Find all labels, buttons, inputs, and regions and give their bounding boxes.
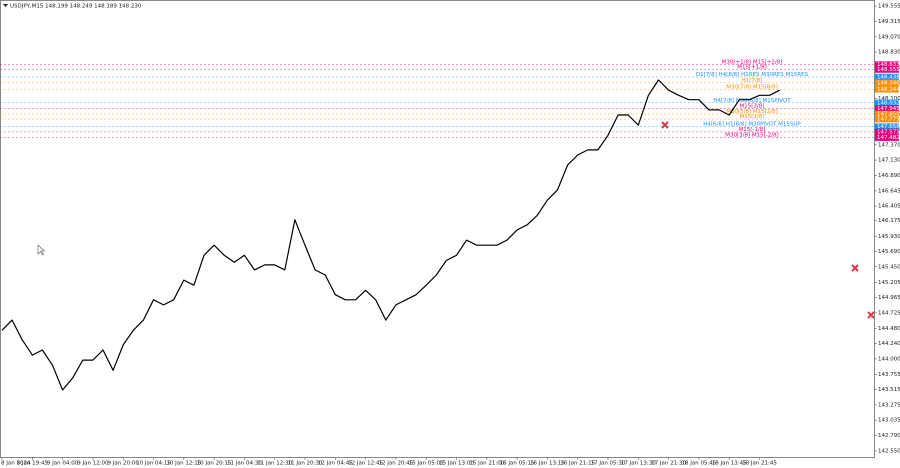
level-price: 148.555	[877, 67, 900, 73]
level-label: H4[7/8] M30[6/8] M15PIVOT	[713, 98, 791, 104]
level-price: 148.244	[877, 87, 900, 93]
x-tick-label: 16 Jan 13:15	[530, 461, 565, 467]
level-label: M15[+1/8]	[737, 65, 767, 71]
y-tick-label: 146.890	[878, 173, 900, 179]
level-price-box	[875, 79, 899, 87]
level-price: 148.032	[877, 100, 900, 106]
level-price-box	[875, 86, 899, 93]
x-tick-label: 10 Jan 20:15	[197, 461, 232, 467]
level-price: 147.573	[877, 129, 900, 135]
y-tick-label: 144.480	[878, 326, 900, 332]
x-tick-label: 9 Jan 12:00	[77, 461, 109, 467]
y-tick-label: 143.755	[878, 372, 900, 378]
level-price: 148.346	[877, 80, 900, 86]
x-tick-label: 17 Jan 21:30	[651, 461, 686, 467]
y-tick-label: 145.690	[878, 249, 900, 255]
x-tick-label: 15 Jan 05:00	[409, 461, 444, 467]
x-tick-label: 17 Jan 13:30	[621, 461, 656, 467]
x-tick-label: 12 Jan 12:45	[348, 461, 383, 467]
y-tick-label: 143.275	[878, 402, 900, 408]
y-tick-label: 147.130	[878, 158, 900, 164]
level-label: M15[-1/8]	[739, 127, 766, 133]
y-tick-label: 145.930	[878, 234, 900, 240]
level-price-box	[875, 73, 899, 81]
y-tick-label: 148.830	[878, 50, 900, 56]
y-tick-label: 146.645	[878, 188, 900, 194]
level-price-box	[875, 134, 899, 141]
level-price: 147.775	[877, 117, 900, 123]
level-label: D1[7/8] H4[8/8] H1RES M30RES M15RES	[696, 72, 809, 78]
y-tick-label: 146.405	[878, 204, 900, 210]
x-tick-label: 18 Jan 21:45	[742, 461, 777, 467]
cross-markers	[661, 121, 875, 319]
level-price: 148.438	[877, 74, 900, 80]
y-tick-label: 149.555	[878, 4, 900, 10]
plot-frame	[0, 0, 875, 458]
x-tick-label: 11 Jan 04:30	[227, 461, 262, 467]
y-tick-label: 143.035	[878, 418, 900, 424]
level-price: 148.633	[877, 62, 900, 68]
y-tick-label: 146.175	[878, 218, 900, 224]
y-tick-label: 149.315	[878, 19, 900, 25]
y-tick-label: 144.965	[878, 295, 900, 301]
y-tick-label: 149.070	[878, 34, 900, 40]
level-price-box	[875, 99, 899, 106]
level-price: 147.855	[877, 112, 900, 118]
y-tick-label: 142.550	[878, 448, 900, 454]
x-tick-label: 11 Jan 20:30	[288, 461, 323, 467]
level-price-box	[875, 123, 899, 130]
x-tick-label: 15 Jan 21:00	[469, 461, 504, 467]
level-price: 147.945	[877, 106, 900, 112]
x-tick-label: 10 Jan 04:15	[136, 461, 171, 467]
x-tick-label: 10 Jan 12:15	[166, 461, 201, 467]
price-line	[1, 79, 780, 391]
x-tick-label: 9 Jan 20:00	[108, 461, 140, 467]
level-price: 147.656	[877, 124, 900, 130]
y-tick-label: 143.515	[878, 387, 900, 393]
y-tick-label: 142.790	[878, 433, 900, 439]
level-label: M15[3/8]	[740, 103, 765, 109]
x-tick-label: 12 Jan 04:45	[318, 461, 353, 467]
level-label: H1[7/8]	[742, 78, 763, 84]
level-label: H4[6/8] H1[6/8] M30PIVOT M15SUP	[703, 122, 801, 128]
level-label: M30[5/8] M15[2/8]	[726, 109, 778, 115]
level-price-box	[875, 115, 899, 123]
x-tick-label: 8 Jan 2024	[1, 461, 31, 467]
y-tick-label: 145.205	[878, 280, 900, 286]
level-label: M30[3/8] M15[-2/8]	[725, 133, 779, 139]
x-tick-label: 18 Jan 13:45	[712, 461, 747, 467]
collapse-arrow[interactable]	[3, 4, 8, 7]
x-tick-label: 17 Jan 05:30	[591, 461, 626, 467]
x-tick-label: 15 Jan 13:00	[439, 461, 474, 467]
y-tick-label: 144.000	[878, 356, 900, 362]
level-price: 147.482	[877, 135, 900, 141]
x-tick-label: 18 Jan 05:45	[681, 461, 716, 467]
y-tick-label: 144.725	[878, 310, 900, 316]
level-label: M30[+1/8] M15[+2/8]	[722, 60, 783, 66]
level-price-box	[875, 128, 899, 136]
cursor	[37, 244, 46, 256]
y-tick-label: 145.450	[878, 264, 900, 270]
level-price-box	[875, 110, 899, 118]
level-price-box	[875, 105, 899, 112]
x-tick-label: 16 Jan 21:15	[560, 461, 595, 467]
y-tick-label: 147.370	[878, 142, 900, 148]
y-tick-label: 144.240	[878, 341, 900, 347]
level-price-box	[875, 66, 899, 73]
level-label: M30[7/8] M15[8/8]	[726, 84, 778, 90]
x-tick-label: 11 Jan 12:30	[257, 461, 292, 467]
x-tick-label: 12 Jan 20:45	[378, 461, 413, 467]
level-price-box	[875, 61, 899, 68]
x-tick-label: 8 Jan 19:45	[17, 461, 49, 467]
x-tick-label: 16 Jan 05:15	[500, 461, 535, 467]
y-tick-label: 148.100	[878, 96, 900, 102]
chart-title: USDJPY,M15 148.199 148.249 148.189 148.2…	[10, 4, 142, 10]
level-label: M15[1/8]	[740, 114, 765, 120]
x-tick-label: 9 Jan 04:00	[47, 461, 79, 467]
